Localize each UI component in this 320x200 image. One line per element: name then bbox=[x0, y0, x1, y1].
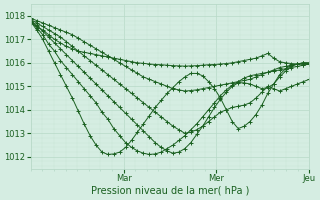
X-axis label: Pression niveau de la mer( hPa ): Pression niveau de la mer( hPa ) bbox=[91, 186, 249, 196]
